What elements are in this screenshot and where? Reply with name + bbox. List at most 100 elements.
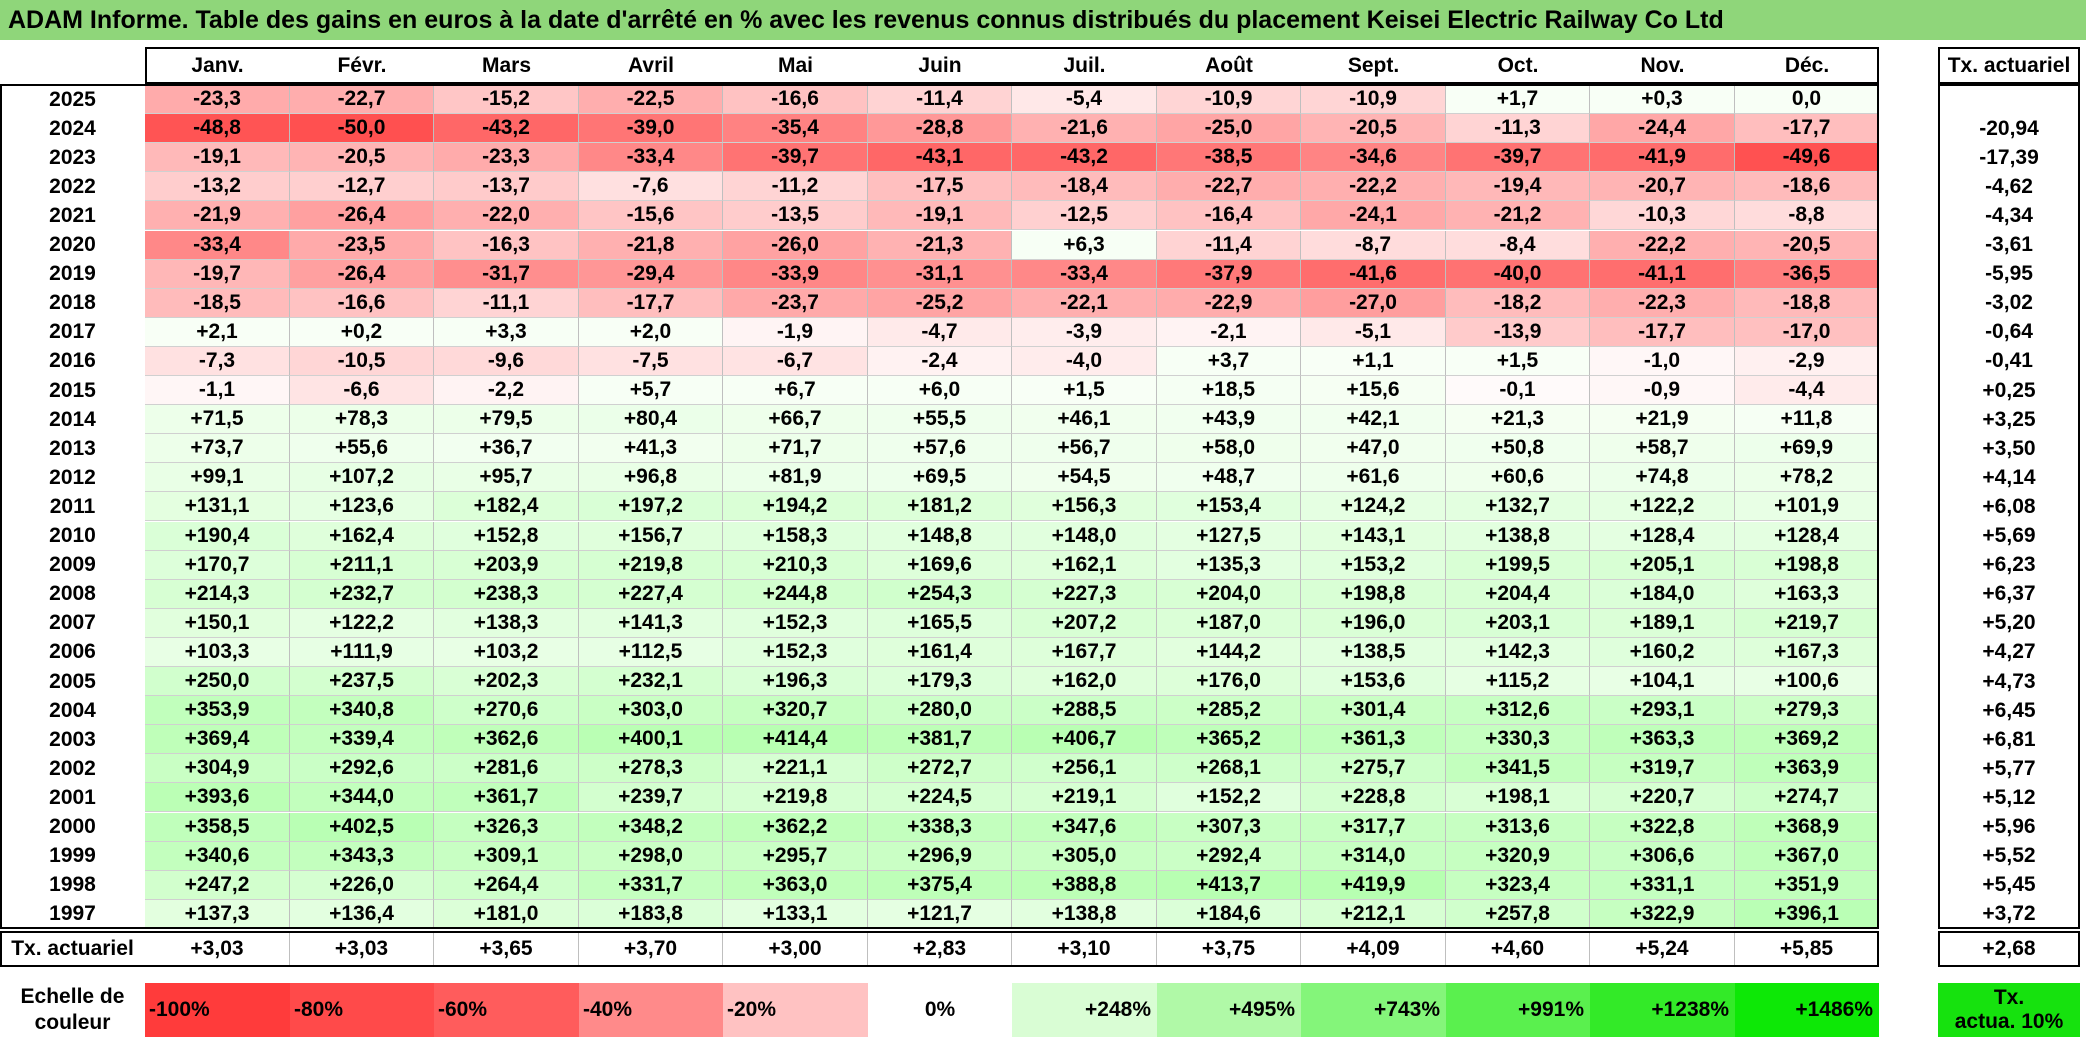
table-row: 2024 -48,8 -50,0 -43,2 -39,0 -35,4 -28,8 -21,6-… [0, 114, 2086, 144]
table-row: 2015 -1,1 -6,6 -2,2 +5,7 +6,7 +6,0 +1,5 +18,5 +15… [0, 376, 2086, 406]
gain-cell: +414,4 [723, 725, 868, 755]
year-label: 2018 [49, 291, 96, 315]
rate-cell: +4,73 [1982, 669, 2036, 693]
gain-cell: -3,9 [1012, 317, 1157, 347]
gain-cell: +368,9 [1735, 812, 1879, 842]
gain-cell: +292,4 [1157, 841, 1301, 871]
gain-cell: -26,0 [723, 230, 868, 260]
rate-cell: -0,41 [1985, 349, 2033, 373]
gain-cell: -11,3 [1446, 114, 1590, 144]
gain-cell: +254,3 [868, 579, 1012, 609]
year-label: 2005 [49, 669, 96, 693]
table-row: 2008 +214,3 +232,7 +238,3 +227,4 +244,8 +254,3… [0, 579, 2086, 609]
gain-cell: +406,7 [1012, 725, 1157, 755]
rate-cell: -4,34 [1985, 203, 2033, 227]
gain-cell: +138,8 [1446, 521, 1590, 551]
rate-cell: +5,77 [1982, 756, 2036, 780]
year-label: 2001 [49, 785, 96, 809]
gain-cell: -5,4 [1012, 85, 1157, 115]
gain-cell: -43,2 [434, 114, 579, 144]
gain-cell: +124,2 [1301, 492, 1446, 522]
gain-cell: +295,7 [723, 841, 868, 871]
gain-cell: +363,0 [723, 870, 868, 900]
gain-cell: +42,1 [1301, 405, 1446, 435]
gain-cell: -10,9 [1301, 85, 1446, 115]
gain-cell: -8,7 [1301, 230, 1446, 260]
gain-cell: -16,6 [290, 288, 434, 318]
gain-cell: -26,4 [290, 259, 434, 289]
gain-cell: +365,2 [1157, 725, 1301, 755]
gain-cell: +167,3 [1735, 637, 1879, 667]
gain-cell: +227,4 [579, 579, 723, 609]
gain-cell: -19,4 [1446, 172, 1590, 202]
month-header: Févr. [337, 53, 387, 77]
gain-cell: -16,4 [1157, 201, 1301, 231]
rate-cell: +4,14 [1982, 465, 2036, 489]
color-scale-step: +1486% [1735, 983, 1879, 1037]
gain-cell: +80,4 [579, 405, 723, 435]
gain-cell: +5,7 [579, 376, 723, 406]
summary-row: Tx. actuariel +3,03 +3,03 +3,65 +3,70 +3,00 +2… [0, 930, 2086, 967]
gain-cell: -36,5 [1735, 259, 1879, 289]
rate-cell: -3,02 [1985, 291, 2033, 315]
color-scale-step: -100% [145, 983, 290, 1037]
gain-cell: +163,3 [1735, 579, 1879, 609]
table-row: 2012 +99,1 +107,2 +95,7 +96,8 +81,9 +69,5 +54,5… [0, 463, 2086, 493]
gain-cell: +148,0 [1012, 521, 1157, 551]
summary-cell: +4,60 [1446, 930, 1590, 967]
gain-cell: +6,7 [723, 376, 868, 406]
gain-cell: +256,1 [1012, 754, 1157, 784]
rate-cell: +6,45 [1982, 698, 2036, 722]
year-label: 2012 [49, 465, 96, 489]
gain-cell: +219,7 [1735, 608, 1879, 638]
gain-cell: +347,6 [1012, 812, 1157, 842]
gain-cell: +133,1 [723, 899, 868, 929]
gain-cell: -9,6 [434, 346, 579, 376]
gain-cell: +363,9 [1735, 754, 1879, 784]
rate-cell: +3,25 [1982, 407, 2036, 431]
gain-cell: -2,1 [1157, 317, 1301, 347]
gain-cell: -6,6 [290, 376, 434, 406]
gain-cell: +1,7 [1446, 85, 1590, 115]
gain-cell: -2,4 [868, 346, 1012, 376]
gain-cell: +197,2 [579, 492, 723, 522]
gain-cell: +95,7 [434, 463, 579, 493]
gain-cell: +306,6 [1590, 841, 1735, 871]
month-header: Mars [481, 53, 532, 77]
gain-cell: -21,8 [579, 230, 723, 260]
gain-cell: +221,1 [723, 754, 868, 784]
rate-cell [1938, 85, 2080, 114]
gain-cell: +141,3 [579, 608, 723, 638]
gain-cell: +167,7 [1012, 637, 1157, 667]
table-row: 2011 +131,1 +123,6 +182,4 +197,2 +194,2 +181,2… [0, 492, 2086, 522]
gain-cell: -18,6 [1735, 172, 1879, 202]
summary-cell: +3,10 [1012, 930, 1157, 967]
rate-cell: -0,64 [1985, 320, 2033, 344]
gain-cell: -11,4 [868, 85, 1012, 115]
gain-cell: +153,4 [1157, 492, 1301, 522]
gain-cell: -7,3 [145, 346, 290, 376]
table-row: 2013 +73,7 +55,6 +36,7 +41,3 +71,7 +57,6 +56,7 +… [0, 434, 2086, 464]
gain-cell: -13,2 [145, 172, 290, 202]
gain-cell: +187,0 [1157, 608, 1301, 638]
gain-cell: -17,0 [1735, 317, 1879, 347]
rate-cell: -17,39 [1979, 145, 2039, 169]
color-scale-rate-line1: Tx. [1993, 986, 2025, 1009]
gain-cell: +1,5 [1012, 376, 1157, 406]
gain-cell: +104,1 [1590, 667, 1735, 697]
gain-cell: +275,7 [1301, 754, 1446, 784]
gain-cell: +18,5 [1157, 376, 1301, 406]
gain-cell: +181,0 [434, 899, 579, 929]
gain-cell: +74,8 [1590, 463, 1735, 493]
year-label: 2016 [49, 349, 96, 373]
gain-cell: +381,7 [868, 725, 1012, 755]
color-scale-step: +1238% [1590, 983, 1735, 1037]
year-label: 2024 [49, 116, 96, 140]
gain-cell: -22,2 [1590, 230, 1735, 260]
year-label: 2004 [49, 698, 96, 722]
gain-cell: -35,4 [723, 114, 868, 144]
gain-cell: -41,6 [1301, 259, 1446, 289]
gain-cell: -7,5 [579, 346, 723, 376]
gain-cell: +281,6 [434, 754, 579, 784]
table-row: 2016 -7,3 -10,5 -9,6 -7,5 -6,7 -2,4 -4,0 +3,7 +1,… [0, 346, 2086, 376]
